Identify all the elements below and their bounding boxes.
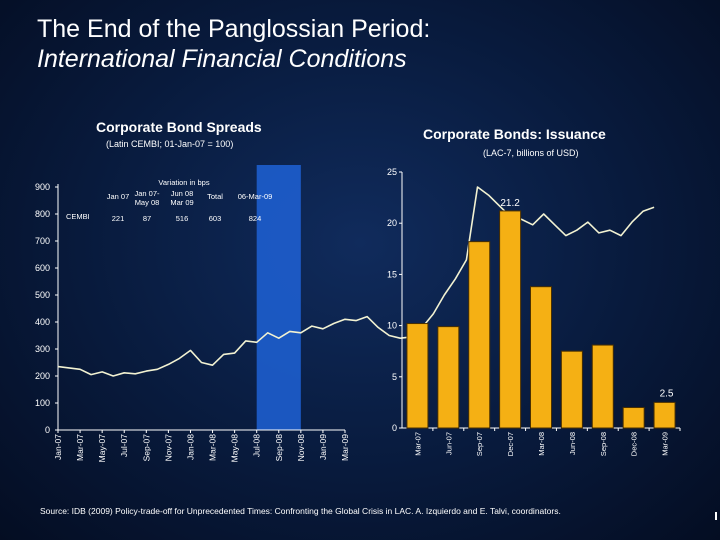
spreads-y-tick-label: 800	[35, 209, 50, 219]
issuance-x-tick-label: Jun-07	[444, 432, 453, 455]
source-note: Source: IDB (2009) Policy-trade-off for …	[40, 506, 561, 516]
spreads-y-tick-label: 500	[35, 290, 50, 300]
inset-table-cell: 824	[249, 214, 262, 223]
inset-table-cell: 221	[112, 214, 125, 223]
issuance-y-tick-label: 5	[392, 372, 397, 382]
issuance-data-label: 2.5	[660, 388, 674, 399]
inset-table-col-header: 06-Mar-09	[238, 192, 273, 201]
spreads-x-tick-label: Mar-07	[75, 434, 85, 461]
spreads-y-tick-label: 600	[35, 263, 50, 273]
issuance-bar	[560, 350, 583, 429]
issuance-y-tick-label: 0	[392, 423, 397, 433]
spreads-x-tick-label: Mar-08	[208, 434, 218, 461]
issuance-x-tick-label: Mar-08	[537, 432, 546, 456]
issuance-chart-subtitle: (LAC-7, billions of USD)	[483, 148, 579, 158]
spreads-y-tick-label: 200	[35, 371, 50, 381]
spreads-x-tick-label: Sep-08	[274, 434, 284, 462]
spreads-x-tick-label: Jan-08	[185, 434, 195, 460]
issuance-y-tick-label: 10	[387, 321, 397, 331]
issuance-x-tick-label: Dec-07	[506, 432, 515, 456]
spreads-x-tick-label: May-08	[230, 434, 240, 463]
issuance-x-tick-label: Mar-09	[661, 432, 670, 456]
spreads-y-tick-label: 300	[35, 344, 50, 354]
issuance-bar	[591, 344, 614, 429]
spreads-x-tick-label: Sep-07	[141, 434, 151, 462]
spreads-chart-subtitle: (Latin CEMBI; 01-Jan-07 = 100)	[106, 139, 234, 149]
issuance-x-tick-label: Sep-08	[599, 432, 608, 456]
spreads-chart-title: Corporate Bond Spreads	[96, 119, 262, 135]
spreads-x-tick-label: Jan-09	[318, 434, 328, 460]
slide-title-line2: International Financial Conditions	[37, 45, 407, 73]
issuance-bar	[653, 401, 676, 429]
spreads-series-line	[57, 186, 655, 377]
issuance-y-tick-label: 15	[387, 269, 397, 279]
inset-table-cell: 603	[209, 214, 222, 223]
inset-table-col-header: Jun 08	[171, 189, 194, 198]
issuance-bar	[529, 286, 553, 429]
inset-table-row-label: CEMBI	[66, 212, 90, 221]
inset-table-cell: 516	[176, 214, 189, 223]
issuance-x-tick-label: Dec-08	[630, 432, 639, 456]
spreads-x-tick-label: Jul-07	[119, 434, 129, 457]
crisis-highlight-band	[256, 165, 301, 430]
spreads-y-tick-label: 900	[35, 182, 50, 192]
issuance-x-tick-label: Mar-07	[413, 432, 422, 456]
issuance-x-tick-label: Sep-07	[475, 432, 484, 456]
issuance-bar	[437, 326, 460, 429]
spreads-x-tick-label: Jan-07	[53, 434, 63, 460]
spreads-x-tick-label: May-07	[97, 434, 107, 463]
issuance-x-tick-label: Jun-08	[568, 432, 577, 455]
issuance-bar	[468, 241, 491, 429]
spreads-x-tick-label: Nov-08	[296, 434, 306, 462]
slide-title-line1: The End of the Panglossian Period:	[37, 15, 431, 43]
inset-table-col-header: May 08	[135, 198, 160, 207]
inset-table-col-header: Jan 07-	[134, 189, 160, 198]
issuance-bar	[499, 210, 522, 429]
spreads-x-tick-label: Jul-08	[252, 434, 262, 457]
inset-table-header: Variation in bps	[158, 178, 209, 187]
issuance-data-label: 21.2	[500, 198, 520, 209]
spreads-x-tick-label: Nov-07	[163, 434, 173, 462]
issuance-y-tick-label: 20	[387, 218, 397, 228]
inset-table-col-header: Total	[207, 192, 223, 201]
spreads-y-tick-label: 100	[35, 398, 50, 408]
inset-table-col-header: Mar 09	[170, 198, 193, 207]
issuance-bar	[622, 407, 645, 429]
inset-table-cell: 87	[143, 214, 151, 223]
spreads-y-tick-label: 700	[35, 236, 50, 246]
spreads-y-tick-label: 0	[45, 425, 50, 435]
spreads-x-tick-label: Mar-09	[340, 434, 350, 461]
issuance-chart-title: Corporate Bonds: Issuance	[423, 126, 606, 142]
spreads-y-tick-label: 400	[35, 317, 50, 327]
issuance-bar	[406, 323, 429, 429]
slide-title: The End of the Panglossian Period: Inter…	[37, 14, 430, 74]
page-marker	[715, 512, 717, 520]
issuance-y-tick-label: 25	[387, 167, 397, 177]
inset-table-col-header: Jan 07	[107, 192, 130, 201]
